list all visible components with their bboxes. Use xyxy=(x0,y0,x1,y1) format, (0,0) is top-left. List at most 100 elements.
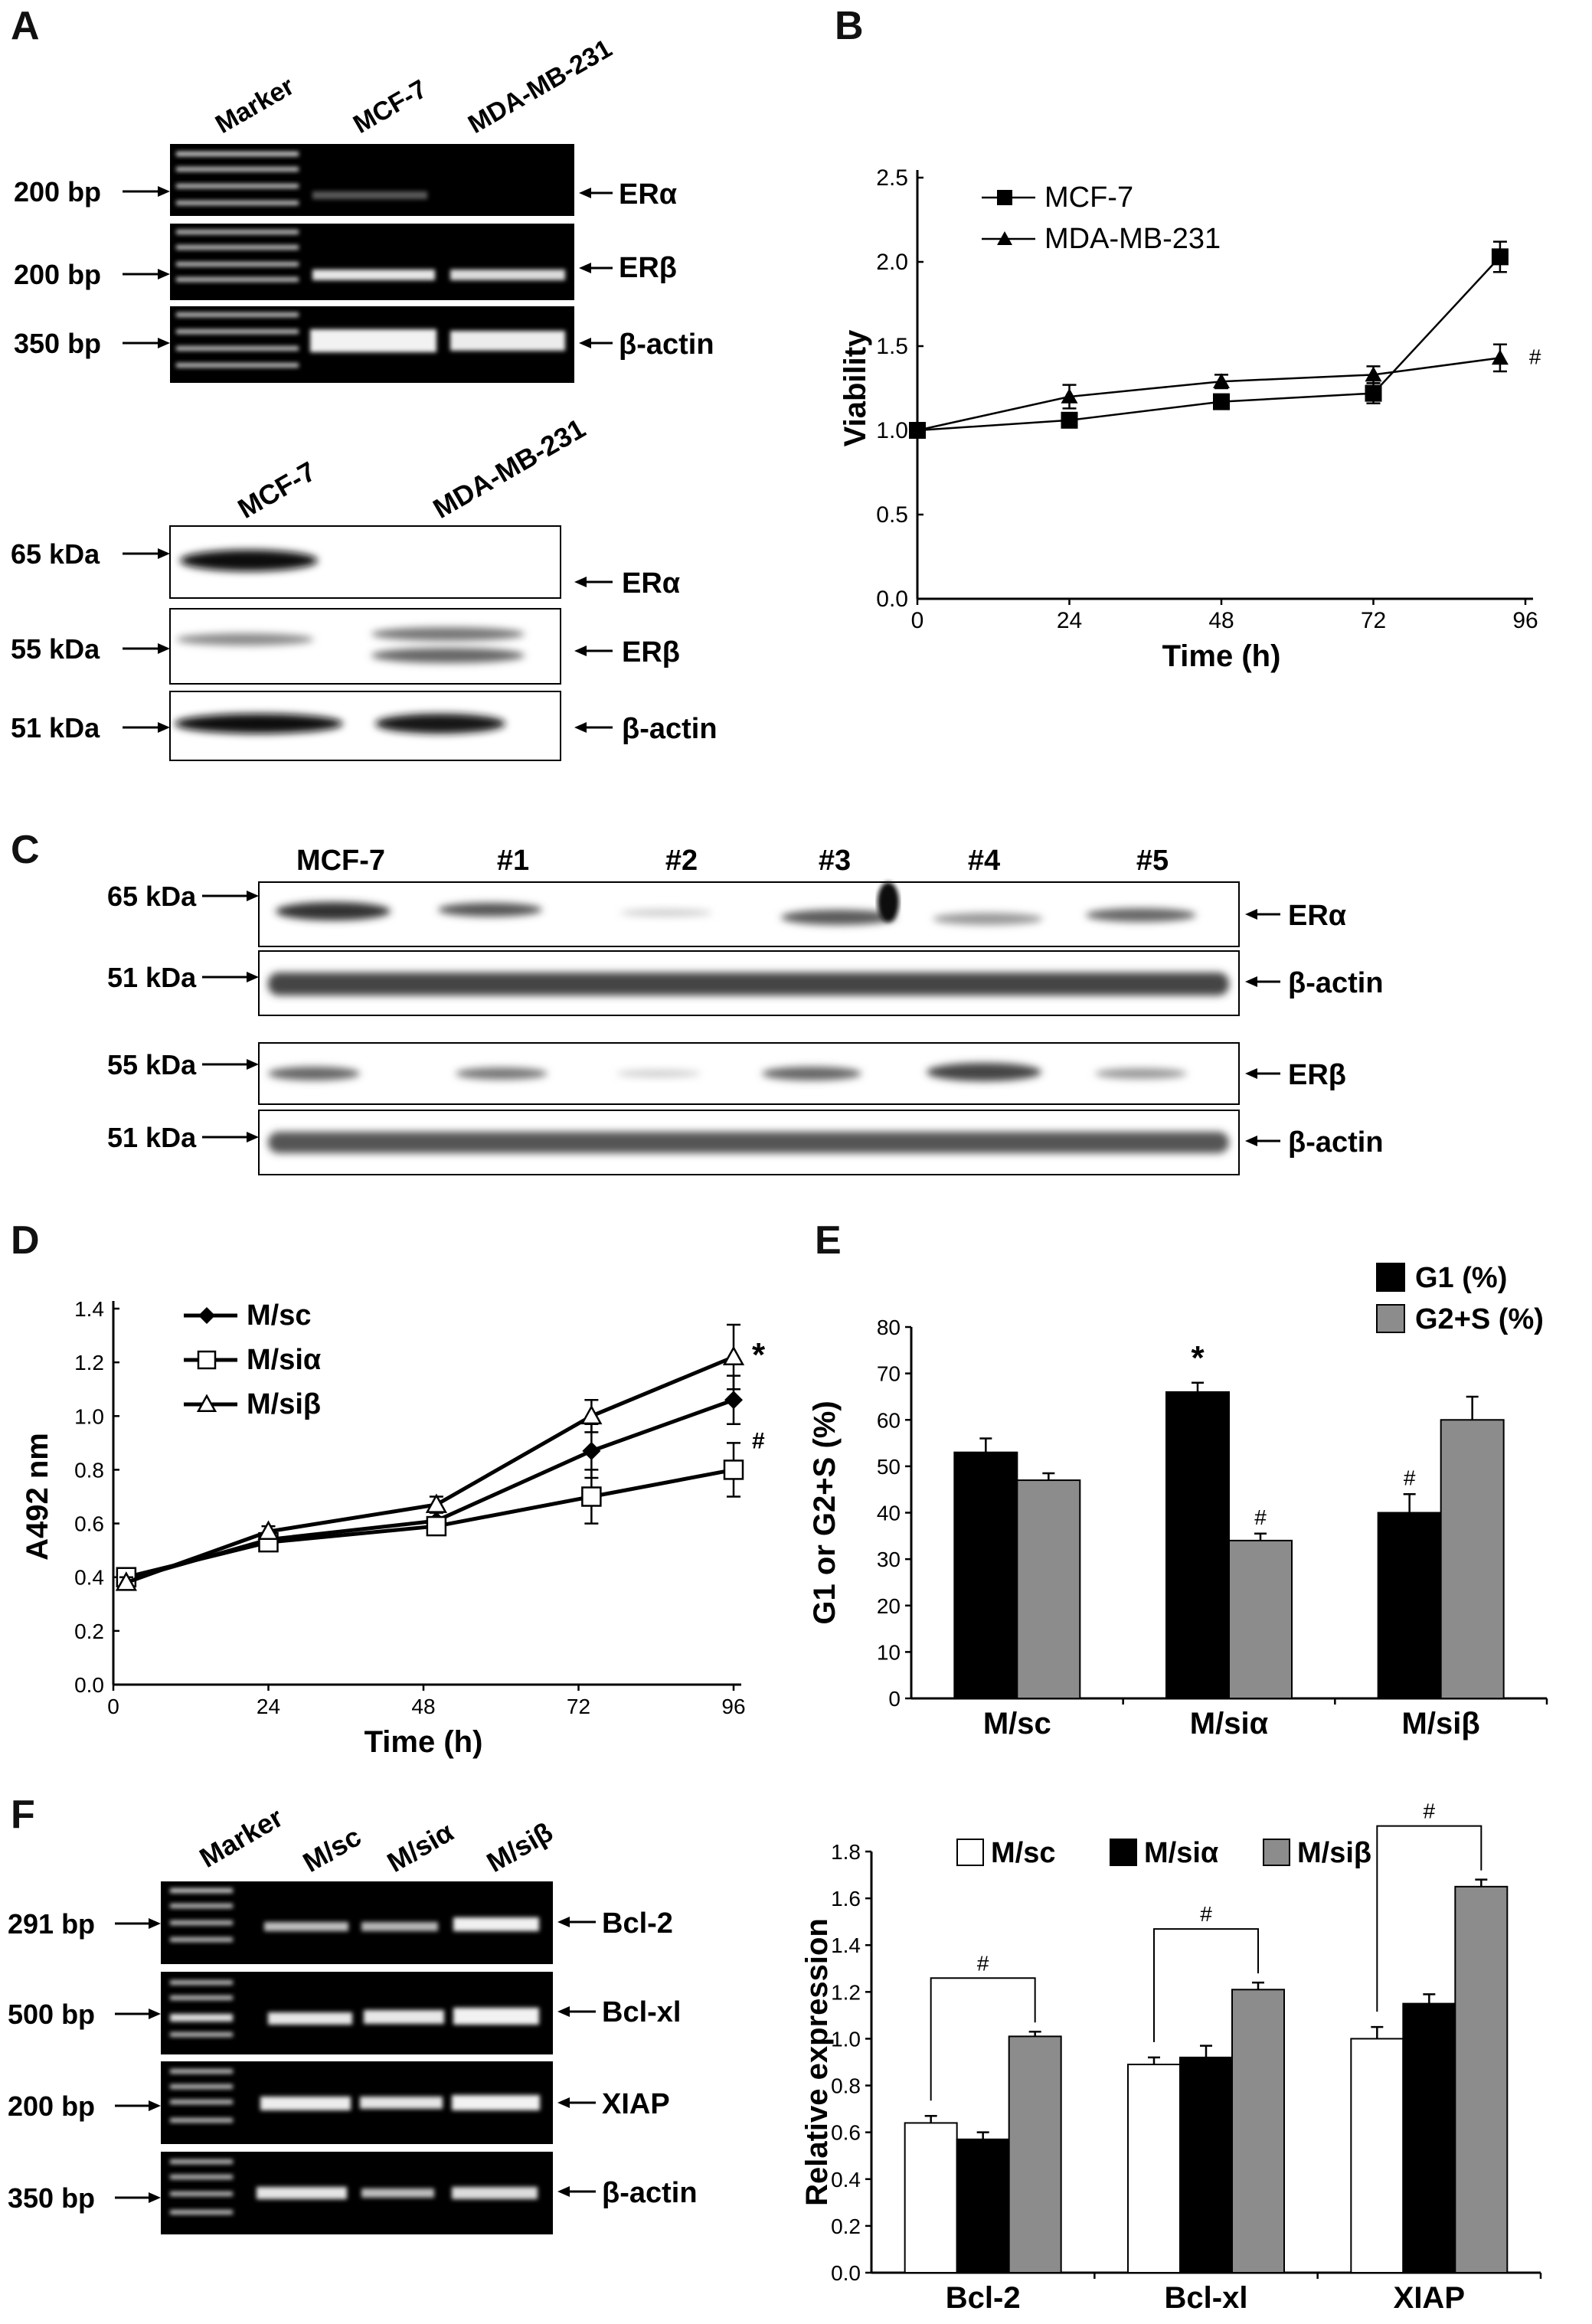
y-tick-label: 0.5 xyxy=(876,502,908,528)
gel-f-band-4: β-actin xyxy=(602,2177,698,2209)
error-bar xyxy=(976,2131,989,2139)
gel-f-size-1: 291 bp xyxy=(8,1908,95,1940)
series-1: MDA-MB-231 xyxy=(909,223,1509,437)
error-bar xyxy=(1254,1532,1267,1541)
blot-a-strip-era xyxy=(169,525,561,599)
x-tick-label: 96 xyxy=(721,1695,745,1718)
x-tick-label: 72 xyxy=(1361,608,1386,633)
annotation-hash: # xyxy=(1404,1466,1416,1489)
data-point xyxy=(1213,393,1230,410)
bar xyxy=(1016,1479,1081,1699)
y-tick-label: 40 xyxy=(877,1502,901,1525)
blot-a-size-2: 55 kDa xyxy=(11,633,100,665)
x-axis-label: Time (h) xyxy=(1162,639,1281,673)
annotation-star: * xyxy=(1191,1339,1205,1377)
panel-c: MCF-7 #1 #2 #3 #4 #5 xyxy=(107,845,1384,1175)
bar xyxy=(1228,1539,1293,1699)
category-label: Bcl-xl xyxy=(1165,2281,1248,2315)
y-tick-label: 0 xyxy=(888,1687,901,1711)
annotation-hash: # xyxy=(1424,1799,1436,1823)
y-tick-label: 0.0 xyxy=(876,587,908,612)
data-point xyxy=(582,1441,601,1460)
blot-c-band-1: ERα xyxy=(1288,900,1346,932)
panel-label-b: B xyxy=(835,4,864,48)
gel-f-strip-actin xyxy=(161,2152,553,2234)
gel-a-size-1: 200 bp xyxy=(14,176,101,208)
y-tick-label: 30 xyxy=(877,1548,901,1571)
gel-a-size-2: 200 bp xyxy=(14,259,101,290)
error-bar xyxy=(1423,1993,1436,2004)
legend-marker xyxy=(196,1394,217,1413)
y-tick-label: 1.6 xyxy=(831,1887,861,1911)
data-point xyxy=(581,1486,602,1507)
y-tick-label: 0.0 xyxy=(74,1673,104,1697)
gel-f-band-1: Bcl-2 xyxy=(602,1907,673,1940)
gel-f-lane-msib: M/siβ xyxy=(482,1816,558,1878)
bar xyxy=(1440,1419,1505,1699)
annotation-hash: # xyxy=(1529,345,1541,368)
chart-e: 0 10 20 30 40 50 60 70 80 G1 or G2+S (%) M/sc M/siα… xyxy=(808,1262,1548,1741)
y-tick-label: 70 xyxy=(877,1362,901,1386)
gel-f-strip-bclxl xyxy=(161,1972,553,2054)
x-tick-label: 96 xyxy=(1512,608,1538,633)
blot-c-lane-4: #3 xyxy=(819,845,851,877)
blot-c-band-3: ERβ xyxy=(1288,1059,1346,1091)
blot-c-strip-actin2 xyxy=(258,1110,1240,1175)
y-tick-label: 0.6 xyxy=(831,2121,861,2145)
blot-c-strip-erb xyxy=(258,1042,1240,1105)
blot-c-strip-actin1 xyxy=(258,950,1240,1016)
blot-c-size-2: 51 kDa xyxy=(107,962,197,993)
panel-label-d: D xyxy=(11,1218,40,1263)
data-point xyxy=(425,1493,447,1513)
annotation-hash: # xyxy=(1254,1505,1267,1529)
bar xyxy=(1179,2056,1233,2273)
blot-a-band-actin: β-actin xyxy=(622,713,718,745)
y-tick-label: 1.2 xyxy=(831,1980,861,2004)
category-label: Bcl-2 xyxy=(946,2281,1021,2315)
blot-c-band-4: β-actin xyxy=(1288,1126,1384,1159)
bar xyxy=(1454,1885,1509,2273)
y-tick-label: 1.0 xyxy=(876,418,908,443)
chart-f: 0.0 0.2 0.4 0.6 0.8 1.0 1.2 1.4 1.6 1.8 Relative e… xyxy=(800,1799,1542,2315)
blot-c-band-2: β-actin xyxy=(1288,967,1384,999)
y-tick-label: 1.2 xyxy=(74,1351,104,1374)
panel-label-a: A xyxy=(11,4,40,48)
legend-swatch xyxy=(1263,1839,1290,1866)
y-tick-label: 0.2 xyxy=(74,1620,104,1643)
data-point xyxy=(257,1520,279,1540)
data-point xyxy=(580,1404,603,1425)
y-axis-label: Viability xyxy=(838,329,872,446)
data-point xyxy=(1061,388,1078,404)
gel-f-strip-bcl2 xyxy=(161,1881,553,1964)
bar xyxy=(953,1451,1018,1699)
series-0 xyxy=(953,1381,1442,1699)
blot-c-lane-2: #1 xyxy=(497,845,529,877)
significance-bracket xyxy=(1153,1928,1259,2042)
legend-marker xyxy=(197,1350,217,1370)
gel-a-band-era: ERα xyxy=(619,178,677,211)
y-tick-label: 2.0 xyxy=(876,250,908,275)
data-point xyxy=(724,1391,743,1410)
gel-a-lane-mcf7: MCF-7 xyxy=(348,74,432,139)
x-tick-label: 72 xyxy=(567,1695,590,1718)
gel-a-lane-marker: Marker xyxy=(211,71,299,139)
series-2: M/siβ xyxy=(115,1323,745,1591)
gel-a-size-3: 350 bp xyxy=(14,328,101,359)
x-tick-label: 48 xyxy=(411,1695,435,1718)
data-point xyxy=(1365,384,1382,402)
blot-c-strip-era xyxy=(258,881,1240,947)
chart-b: 0 24 48 72 96 0.0 0.5 1.0 1.5 2.0 2.5 Time (h) Viabi… xyxy=(838,165,1541,673)
error-bar xyxy=(1403,1493,1416,1513)
x-tick-label: 24 xyxy=(257,1695,280,1718)
blot-c-size-1: 65 kDa xyxy=(107,881,197,912)
legend-label: MCF-7 xyxy=(1044,181,1133,214)
blot-c-size-4: 51 kDa xyxy=(107,1122,197,1153)
legend-label: M/siβ xyxy=(247,1388,321,1420)
gel-f-size-4: 350 bp xyxy=(8,2182,95,2214)
annotation-hash: # xyxy=(752,1428,765,1453)
gel-f-band-2: Bcl-xl xyxy=(602,1996,681,2028)
legend-swatch xyxy=(1110,1839,1137,1866)
data-point xyxy=(1213,373,1230,388)
blot-c-lane-5: #4 xyxy=(968,845,1000,877)
x-axis-label: Time (h) xyxy=(364,1725,483,1759)
